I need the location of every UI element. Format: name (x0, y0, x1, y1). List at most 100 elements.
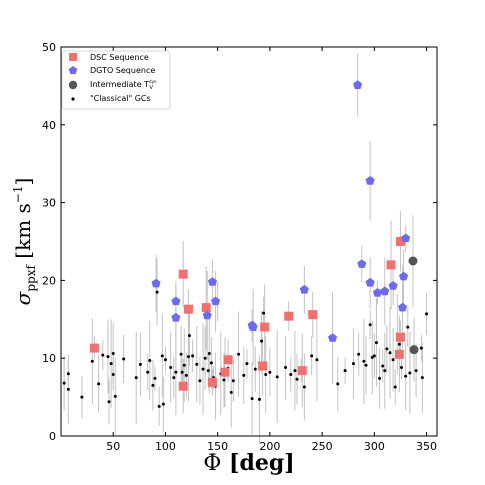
data-point-pentagon (328, 333, 338, 342)
data-point-dot (151, 383, 155, 387)
y-tick-label: 10 (42, 352, 56, 365)
data-point-dot (378, 376, 382, 380)
data-point-dot (153, 376, 157, 380)
data-point-pentagon (357, 259, 367, 268)
data-point-square (395, 237, 405, 246)
data-point-pentagon (207, 277, 217, 286)
legend-label-dgto: DGTO Sequence (90, 66, 155, 75)
y-axis-label-unit: [km s (11, 203, 35, 265)
data-point-dot (250, 397, 254, 401)
legend-label-intermediate-base: Intermediate T (90, 80, 149, 89)
data-point-dot (161, 402, 165, 406)
data-point-square (89, 343, 99, 353)
data-point-dot (388, 351, 392, 355)
data-point-dot (182, 363, 186, 367)
data-point-square (183, 304, 193, 314)
data-point-dot (385, 347, 389, 351)
x-tick-label: 50 (106, 440, 120, 453)
data-point-pentagon (171, 296, 181, 306)
data-point-dot (260, 339, 264, 343)
data-point-dot (310, 354, 314, 358)
data-point-pentagon (171, 312, 181, 322)
y-axis-label-subscript: ppxf (24, 264, 38, 292)
data-point-pentagon (151, 278, 161, 288)
data-point-dot (295, 377, 299, 381)
data-point-dot (284, 366, 288, 370)
x-tick-label: 250 (312, 440, 333, 453)
data-point-dot (172, 376, 176, 380)
x-tick-label: 350 (416, 440, 437, 453)
legend-label-intermediate-sup: dyn (149, 79, 157, 84)
data-point-pentagon (353, 80, 363, 89)
data-point-dot (179, 352, 183, 356)
data-point-square (201, 303, 211, 313)
data-point-pentagon (399, 271, 409, 281)
data-point-dot (419, 346, 423, 350)
data-point-dot (253, 367, 257, 371)
legend-label-classical: "Classical" GCs (90, 94, 151, 103)
data-point-square (308, 310, 318, 320)
x-tick-label: 150 (207, 440, 228, 453)
data-point-dot (336, 382, 340, 386)
data-point-dot (174, 370, 178, 374)
data-point-dot (222, 378, 226, 382)
data-point-square (395, 332, 405, 342)
data-point-dot (109, 362, 113, 366)
data-point-dot (201, 367, 205, 371)
data-point-dot (160, 354, 164, 358)
data-point-dot (406, 325, 410, 329)
data-point-pentagon (202, 310, 212, 320)
legend-marker-dgto (68, 66, 78, 75)
data-point-dot (111, 352, 115, 356)
y-tick-label: 40 (42, 119, 56, 132)
data-point-dot (184, 373, 188, 377)
data-point-dot (397, 342, 401, 346)
data-point-dot (80, 395, 84, 399)
data-point-dot (343, 369, 347, 373)
data-point-circle (408, 256, 418, 266)
data-point-dot (207, 352, 211, 356)
y-tick-label: 20 (42, 274, 56, 287)
data-point-dot (66, 387, 70, 391)
data-point-dot (163, 358, 167, 362)
data-point-square (223, 355, 233, 365)
data-point-dot (408, 371, 412, 375)
data-point-pentagon (388, 281, 398, 290)
data-point-dot (229, 390, 233, 394)
y-axis-label-symbol: σ (11, 290, 35, 305)
data-point-dot (393, 385, 397, 389)
error-bars-layer (63, 53, 428, 444)
data-point-dot (242, 373, 246, 377)
data-point-dot (97, 382, 101, 386)
data-point-dot (134, 376, 138, 380)
data-point-dot (264, 373, 268, 377)
data-point-dot (180, 370, 184, 374)
data-point-square (260, 322, 270, 332)
data-point-dot (209, 361, 213, 365)
data-point-dot (368, 323, 372, 327)
data-point-dot (107, 400, 111, 404)
data-point-dot (289, 373, 293, 377)
y-tick-label: 50 (42, 41, 56, 54)
data-point-circle (409, 345, 419, 355)
data-point-square (297, 366, 307, 376)
data-point-dot (257, 397, 261, 401)
data-point-dot (157, 404, 161, 408)
data-point-dot (262, 311, 266, 315)
data-point-dot (425, 312, 429, 316)
data-point-dot (138, 362, 142, 366)
legend-label-dsc: DSC Sequence (90, 53, 149, 62)
data-point-dot (62, 381, 66, 385)
data-point-dot (372, 354, 376, 358)
data-point-dot (275, 375, 279, 379)
data-point-dot (351, 362, 355, 366)
data-point-dot (357, 352, 361, 356)
data-point-pentagon (365, 277, 375, 287)
data-point-square (207, 377, 217, 387)
x-tick-label: 200 (259, 440, 280, 453)
legend-label-intermediate: Intermediate Tdyn V (90, 79, 157, 91)
data-point-dot (122, 357, 126, 361)
data-point-dot (203, 356, 207, 360)
data-point-pentagon (365, 176, 375, 185)
